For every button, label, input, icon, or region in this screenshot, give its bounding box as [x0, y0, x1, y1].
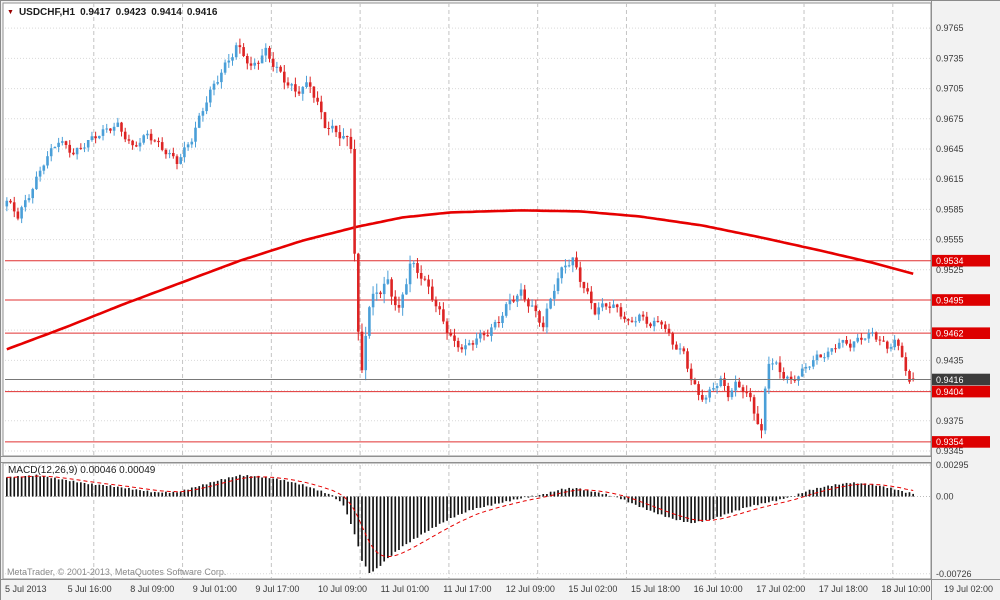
svg-text:15 Jul 18:00: 15 Jul 18:00 [631, 584, 680, 594]
svg-text:11 Jul 17:00: 11 Jul 17:00 [443, 584, 491, 594]
svg-text:-0.00726: -0.00726 [936, 569, 972, 579]
ohlc-open-value: 0.9417 [80, 7, 111, 18]
svg-text:0.00295: 0.00295 [936, 460, 969, 470]
svg-text:8 Jul 09:00: 8 Jul 09:00 [130, 584, 174, 594]
svg-text:0.9416: 0.9416 [936, 375, 964, 385]
current-price-label: 0.9416 [932, 373, 990, 386]
svg-text:0.9585: 0.9585 [936, 204, 964, 214]
window-marker-icon: ▼ [7, 8, 14, 16]
svg-text:9 Jul 17:00: 9 Jul 17:00 [255, 584, 299, 594]
svg-text:12 Jul 09:00: 12 Jul 09:00 [506, 584, 555, 594]
macd-histogram-layer [5, 474, 915, 573]
price-level-labels: 0.9534 0.9495 0.9462 0.9404 0.9354 [932, 254, 990, 448]
candles-layer [5, 38, 915, 439]
ohlc-low-value: 0.9414 [151, 7, 182, 18]
ohlc-close-value: 0.9416 [186, 7, 218, 18]
svg-text:0.9675: 0.9675 [936, 114, 964, 124]
price-axis[interactable]: 0.9765 0.9735 0.9705 0.9675 0.9645 0.9615 0.95… [931, 1, 972, 600]
svg-text:0.9404: 0.9404 [936, 387, 964, 397]
chart-header: ▼ USDCHF,H1 0.9417 0.9423 0.9414 0.9416 [7, 7, 217, 18]
time-axis[interactable]: 5 Jul 2013 5 Jul 16:00 8 Jul 09:00 9 Jul 01… [1, 579, 1000, 595]
svg-text:5 Jul 2013: 5 Jul 2013 [5, 584, 47, 594]
horizontal-level-lines[interactable] [5, 260, 931, 443]
svg-text:0.9495: 0.9495 [936, 295, 964, 305]
svg-text:10 Jul 09:00: 10 Jul 09:00 [318, 584, 367, 594]
svg-text:11 Jul 01:00: 11 Jul 01:00 [381, 584, 429, 594]
symbol-timeframe-label: USDCHF,H1 [18, 7, 76, 18]
svg-text:0.9555: 0.9555 [936, 235, 964, 245]
svg-text:0.9462: 0.9462 [936, 328, 964, 338]
svg-text:0.9534: 0.9534 [936, 256, 964, 266]
svg-text:5 Jul 16:00: 5 Jul 16:00 [68, 584, 112, 594]
svg-text:15 Jul 02:00: 15 Jul 02:00 [568, 584, 617, 594]
svg-text:0.9375: 0.9375 [936, 416, 964, 426]
svg-text:0.9765: 0.9765 [936, 23, 964, 33]
svg-text:0.00: 0.00 [936, 492, 954, 502]
svg-text:0.9435: 0.9435 [936, 355, 964, 365]
svg-text:0.9525: 0.9525 [936, 265, 964, 275]
grid-lines [5, 3, 931, 579]
svg-text:0.9354: 0.9354 [936, 437, 964, 447]
svg-text:18 Jul 10:00: 18 Jul 10:00 [881, 584, 930, 594]
svg-text:0.9645: 0.9645 [936, 144, 964, 154]
svg-text:17 Jul 02:00: 17 Jul 02:00 [756, 584, 805, 594]
macd-signal-line [6, 475, 914, 558]
ohlc-high-value: 0.9423 [115, 7, 147, 18]
svg-text:0.9345: 0.9345 [936, 446, 964, 456]
svg-text:19 Jul 02:00: 19 Jul 02:00 [944, 584, 993, 594]
copyright-text: MetaTrader, © 2001-2013, MetaQuotes Soft… [7, 567, 227, 577]
macd-indicator-label: MACD(12,26,9) 0.00046 0.00049 [8, 465, 156, 476]
svg-text:0.9705: 0.9705 [936, 84, 964, 94]
svg-text:17 Jul 18:00: 17 Jul 18:00 [819, 584, 868, 594]
moving-average-line [6, 209, 914, 351]
svg-text:0.9735: 0.9735 [936, 53, 964, 63]
svg-text:9 Jul 01:00: 9 Jul 01:00 [193, 584, 237, 594]
svg-text:0.9615: 0.9615 [936, 174, 964, 184]
pane-divider[interactable] [1, 456, 1000, 463]
svg-text:16 Jul 10:00: 16 Jul 10:00 [694, 584, 743, 594]
